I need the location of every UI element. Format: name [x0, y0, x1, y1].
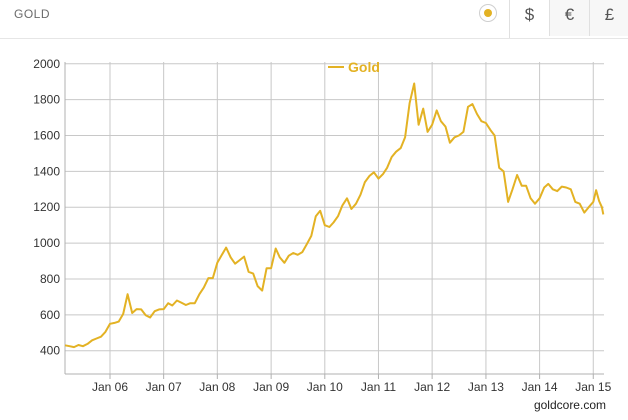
- currency-tab-usd[interactable]: $: [509, 0, 549, 38]
- y-tick-label: 1200: [33, 200, 60, 214]
- gold-coin-icon[interactable]: [479, 4, 497, 22]
- chart-area: 400 600 800 1000 1200 1400 1600 1800 2000 Jan 06 J…: [0, 38, 628, 420]
- legend-label-gold[interactable]: Gold: [348, 59, 380, 75]
- x-tick-label: Jan 14: [522, 380, 558, 394]
- x-tick-label: Jan 12: [414, 380, 450, 394]
- grid-lines: [65, 62, 604, 374]
- x-tick-label: Jan 13: [468, 380, 504, 394]
- y-tick-label: 1600: [33, 129, 60, 143]
- currency-tab-gbp[interactable]: £: [589, 0, 628, 36]
- x-tick-label: Jan 07: [146, 380, 182, 394]
- x-tick-label: Jan 15: [575, 380, 611, 394]
- y-tick-label: 1400: [33, 164, 60, 178]
- x-tick-label: Jan 08: [199, 380, 235, 394]
- x-tick-label: Jan 11: [361, 380, 396, 394]
- y-tick-label: 800: [40, 272, 60, 286]
- series-line-gold[interactable]: [64, 82, 605, 349]
- x-tick-label: Jan 06: [92, 380, 128, 394]
- axes: [64, 62, 604, 379]
- y-tick-label: 1000: [33, 236, 60, 250]
- currency-tab-eur[interactable]: €: [549, 0, 589, 36]
- gold-selector[interactable]: [475, 0, 501, 30]
- credit-text: goldcore.com: [534, 398, 606, 412]
- series-layer: [64, 82, 605, 349]
- y-tick-label: 1800: [33, 93, 60, 107]
- y-tick-label: 2000: [33, 57, 60, 71]
- price-chart: 400 600 800 1000 1200 1400 1600 1800 2000 Jan 06 J…: [33, 57, 611, 412]
- chart-header: GOLD $ € £: [0, 0, 628, 39]
- x-tick-label: Jan 10: [307, 380, 343, 394]
- y-tick-label: 400: [40, 344, 60, 358]
- legend[interactable]: Gold: [328, 59, 380, 75]
- x-tick-label: Jan 09: [253, 380, 289, 394]
- tick-labels: 400 600 800 1000 1200 1400 1600 1800 2000 Jan 06 J…: [33, 57, 611, 394]
- y-tick-label: 600: [40, 308, 60, 322]
- chart-header-title: GOLD: [14, 7, 51, 21]
